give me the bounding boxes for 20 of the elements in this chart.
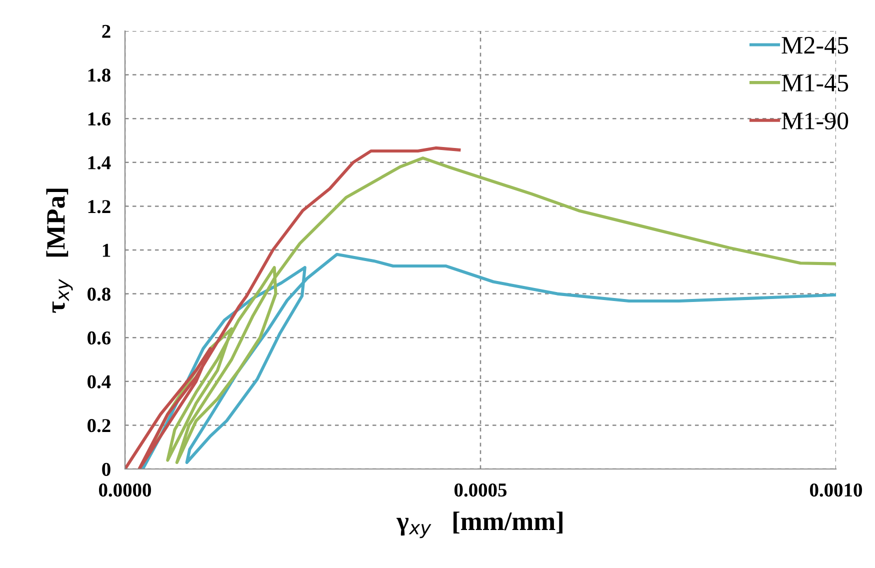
x-tick-label: 0.0005	[454, 483, 507, 497]
legend-label: M2-45	[782, 36, 848, 54]
x-tick-label: 0.0000	[99, 483, 151, 497]
legend-label: M1-90	[782, 112, 848, 130]
y-tick-label: 0.2	[88, 419, 110, 432]
text: γ$_{xy}$ [mm/mm]	[396, 512, 562, 538]
y-tick-label: 0	[102, 462, 110, 476]
y-tick-label: 1.2	[88, 200, 110, 214]
y-tick-label: 1.4	[88, 156, 111, 170]
y-tick-label: 0.6	[88, 331, 111, 345]
y-tick-label: 2	[102, 24, 110, 38]
legend-label: M1-45	[782, 74, 848, 92]
y-tick-label: 1.6	[88, 112, 111, 126]
x-tick-label: 0.0010	[810, 483, 862, 497]
y-tick-label: 1	[102, 244, 110, 257]
y-tick-label: 0.4	[88, 375, 111, 388]
y-tick-label: 1.8	[88, 68, 110, 82]
line-series	[125, 146, 461, 469]
y-tick-label: 0.8	[88, 288, 110, 301]
text: τ$_{xy}$ [MPa]	[46, 188, 73, 313]
